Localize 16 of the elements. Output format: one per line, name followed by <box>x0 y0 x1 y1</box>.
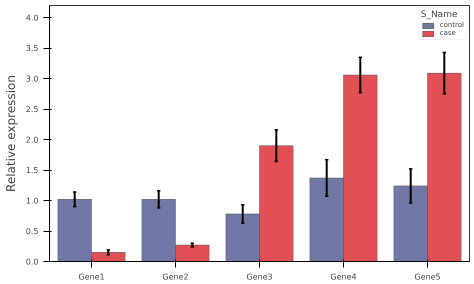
y-tick-label: 4.0 <box>26 14 39 23</box>
y-tick-label: 2.0 <box>26 136 39 145</box>
y-tick-label: 1.5 <box>26 166 39 176</box>
x-tick-label: Gene3 <box>246 272 273 282</box>
x-tick-label: Gene2 <box>162 272 189 282</box>
x-tick-label: Gene1 <box>78 272 105 282</box>
legend-title: S_Name <box>420 10 458 20</box>
y-tick-label: 0.5 <box>26 227 39 236</box>
x-tick-label: Gene5 <box>414 272 441 282</box>
y-tick-label: 0.0 <box>26 258 39 266</box>
y-axis-title: Relative expression <box>4 75 18 192</box>
y-tick-label: 3.0 <box>26 74 39 84</box>
y-tick-label: 2.5 <box>26 105 39 114</box>
y-tick-label: 3.5 <box>26 44 39 54</box>
x-tick-label: Gene4 <box>330 272 357 282</box>
y-tick-label: 1.0 <box>26 196 39 206</box>
